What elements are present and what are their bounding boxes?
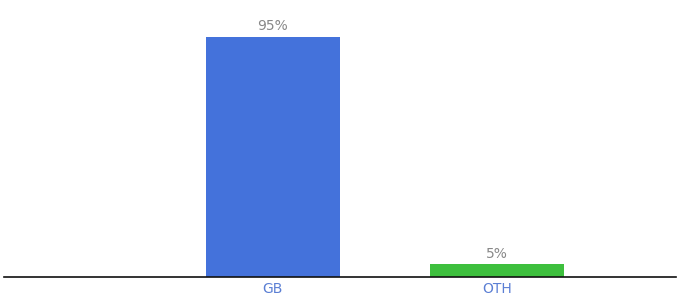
Bar [430,264,564,277]
Text: 95%: 95% [258,19,288,33]
Bar [205,37,340,277]
Text: 5%: 5% [486,247,508,261]
